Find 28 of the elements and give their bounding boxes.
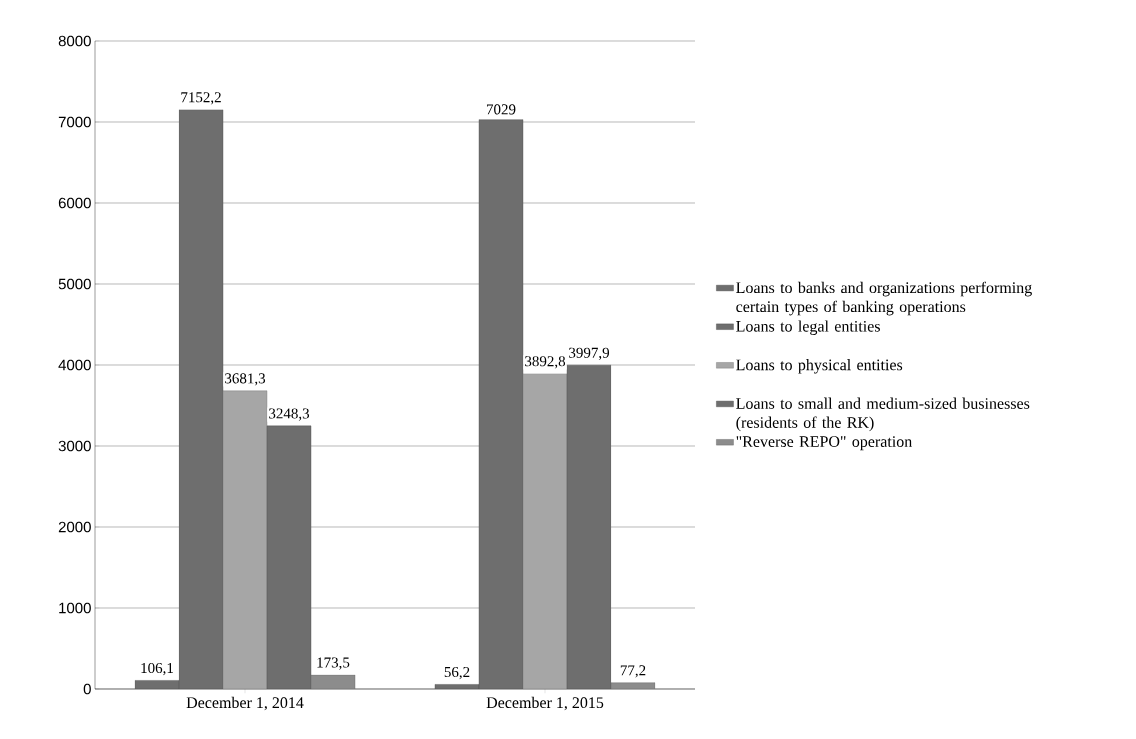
data-label: 56,2 xyxy=(444,667,470,680)
x-tick-label: December 1, 2015 xyxy=(486,696,604,711)
legend-label: Loans to small and medium-sized businesses (residents of the RK) xyxy=(736,397,1030,432)
data-label: 7029 xyxy=(486,104,516,115)
y-tick-label: 1000 xyxy=(59,602,91,614)
y-tick-label: 3000 xyxy=(58,440,91,452)
data-label: 3997,9 xyxy=(569,347,610,360)
bar xyxy=(222,390,268,689)
legend-label: "Reverse REPO" operation xyxy=(736,436,913,451)
legend-label: Loans to legal entities xyxy=(736,320,880,335)
y-tick-label: 6000 xyxy=(58,197,91,209)
y-tick-label: 4000 xyxy=(58,359,91,371)
data-label: 3892,8 xyxy=(525,356,566,369)
y-tick-label: 0 xyxy=(83,683,91,695)
legend-label: Loans to physical entities xyxy=(736,359,903,374)
y-tick-label: 7000 xyxy=(58,116,91,128)
data-label: 3248,3 xyxy=(269,408,310,421)
y-tick-label: 8000 xyxy=(58,35,91,47)
y-tick-label: 5000 xyxy=(58,278,91,290)
data-label: 106,1 xyxy=(141,662,173,676)
data-label: 77,2 xyxy=(620,665,646,678)
y-tick-label: 2000 xyxy=(58,521,91,533)
data-label: 7152,2 xyxy=(181,92,221,105)
data-label: 173,5 xyxy=(317,657,350,670)
legend-label: Loans to banks and organizations performing certain types of banking operations xyxy=(736,281,1032,316)
data-label: 3681,3 xyxy=(225,373,266,386)
x-tick-label: December 1, 2014 xyxy=(186,696,304,711)
bar xyxy=(522,373,568,689)
